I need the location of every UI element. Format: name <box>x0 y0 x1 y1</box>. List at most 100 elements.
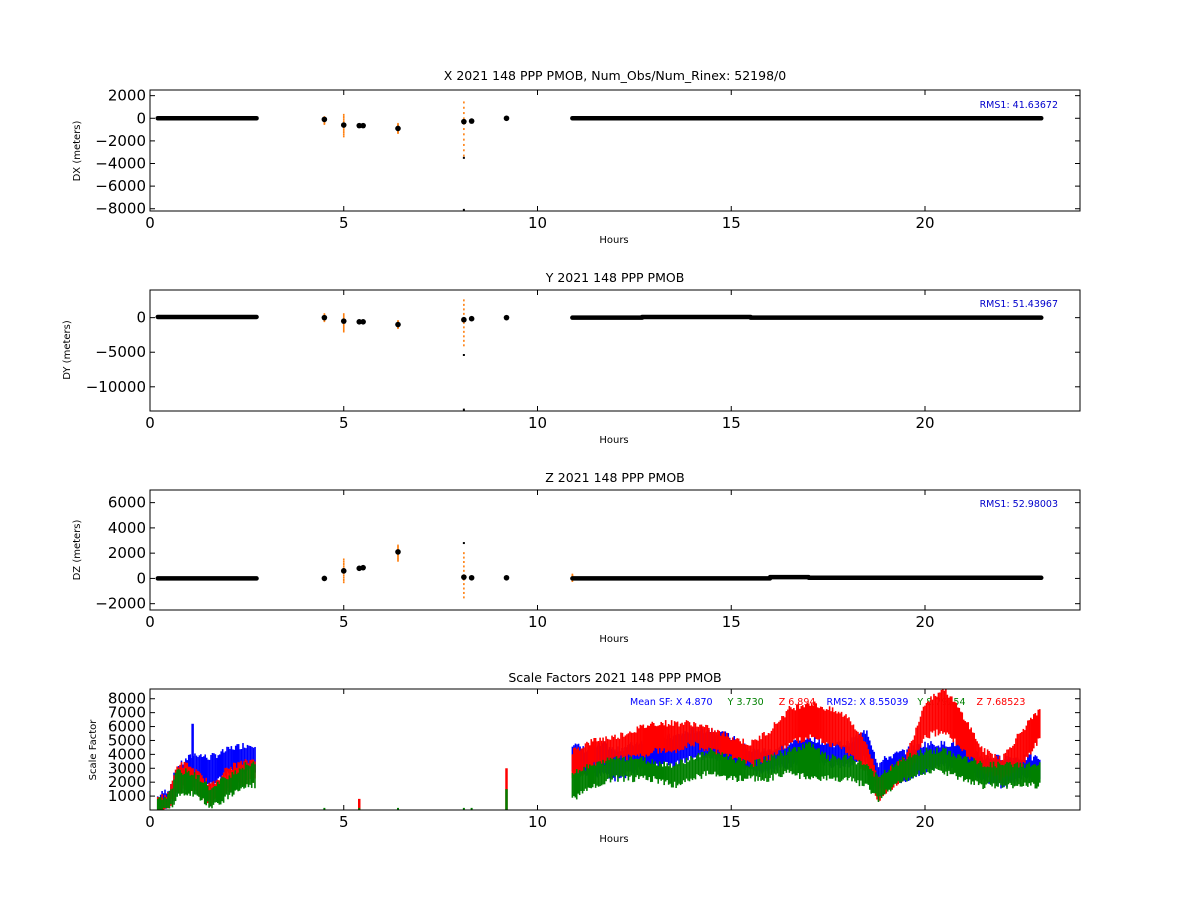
sf-mean-x: Mean SF: X 4.870 <box>630 697 713 708</box>
panel-dz-rms: RMS1: 52.98003 <box>980 499 1058 510</box>
orange-point <box>342 135 345 138</box>
panel-sf-xlabel: Hours <box>599 834 628 845</box>
x-tick-label: 10 <box>528 414 547 432</box>
orange-point <box>342 563 345 566</box>
x-tick-label: 20 <box>915 214 934 232</box>
outlier-point <box>462 408 465 411</box>
x-tick-label: 20 <box>915 613 934 631</box>
orange-point <box>397 546 399 549</box>
panel-0-frame <box>149 89 1081 212</box>
x-tick-label: 0 <box>145 813 155 831</box>
data-point <box>340 568 347 574</box>
sf-low-point <box>323 807 326 810</box>
y-tick-label: 1000 <box>108 787 146 805</box>
x-tick-label: 20 <box>915 414 934 432</box>
orange-point <box>397 556 399 559</box>
data-point <box>468 315 475 322</box>
y-tick-label: 4000 <box>108 519 146 537</box>
sf-low-point <box>397 807 399 810</box>
orange-point <box>397 559 399 562</box>
orange-point <box>463 308 465 311</box>
y-tick-label: 0 <box>136 569 146 587</box>
data-point <box>356 319 363 325</box>
panel-dy-xlabel: Hours <box>599 435 628 446</box>
panel-dx-ylabel: DX (meters) <box>72 120 83 181</box>
data-point <box>360 564 366 571</box>
panel-dy: Y 2021 148 PPP PMOB DY (meters) Hours RM… <box>62 270 1058 446</box>
orange-point <box>342 323 345 326</box>
panel-1-plot: 0 5 10 15 20 −10000 −5000 0 <box>86 289 1081 432</box>
x-tick-label: 10 <box>528 613 547 631</box>
panel-dy-rms: RMS1: 51.43967 <box>980 299 1058 310</box>
sf-low-point <box>470 807 473 810</box>
data-point <box>321 116 328 123</box>
orange-point <box>463 138 465 141</box>
orange-point <box>463 596 465 599</box>
orange-point <box>463 583 465 586</box>
data-point <box>321 575 328 582</box>
data-point <box>468 574 475 581</box>
orange-point <box>342 313 345 316</box>
orange-point <box>342 327 345 330</box>
orange-point <box>463 112 465 115</box>
orange-point <box>342 120 345 123</box>
orange-point <box>342 558 345 561</box>
orange-point <box>463 133 465 136</box>
orange-point <box>342 113 345 116</box>
outlier-point <box>462 156 465 159</box>
data-point <box>395 549 401 555</box>
data-point <box>461 316 467 323</box>
y-tick-label: 7000 <box>108 704 146 722</box>
orange-point <box>342 565 345 568</box>
panel-2-frame <box>149 489 1081 611</box>
data-point <box>360 122 366 129</box>
y-tick-label: 6000 <box>108 494 146 512</box>
sf-mean-z: Z 6.894 <box>779 697 816 708</box>
orange-point <box>463 552 465 555</box>
orange-point <box>342 325 345 328</box>
orange-point <box>571 573 574 576</box>
x-tick-label: 0 <box>145 613 155 631</box>
panel-dx-xlabel: Hours <box>599 235 628 246</box>
orange-point <box>463 591 465 594</box>
panel-1-marks <box>155 299 1044 411</box>
orange-point <box>463 128 465 131</box>
data-point <box>340 318 347 324</box>
x-tick-label: 15 <box>722 414 741 432</box>
data-point <box>340 122 347 128</box>
data-point <box>503 314 510 321</box>
y-tick-label: 3000 <box>108 759 146 777</box>
orange-point <box>397 547 399 550</box>
x-tick-label: 5 <box>339 813 349 831</box>
orange-point <box>342 328 345 331</box>
orange-point <box>397 544 399 547</box>
panel-1-frame <box>149 289 1081 412</box>
orange-point <box>342 131 345 134</box>
orange-point <box>463 339 465 342</box>
panel-dz-ylabel: DZ (meters) <box>72 519 83 580</box>
x-tick-label: 0 <box>145 214 155 232</box>
sf-mean-y: Y 3.730 <box>727 697 764 708</box>
x-tick-label: 0 <box>145 414 155 432</box>
panel-sf-ylabel: Scale Factor <box>88 719 99 781</box>
y-tick-label: −4000 <box>95 155 146 173</box>
x-tick-label: 10 <box>528 813 547 831</box>
data-point <box>461 574 467 580</box>
x-tick-label: 15 <box>722 214 741 232</box>
orange-point <box>397 122 399 125</box>
panel-dz-title: Z 2021 148 PPP PMOB <box>545 470 684 485</box>
x-tick-label: 5 <box>339 214 349 232</box>
orange-point <box>342 576 345 579</box>
sf-rms2-x: RMS2: X 8.55039 <box>826 697 908 708</box>
panel-0-plot: 0 5 10 15 20 −8000 −6000 −4000 −2000 0 2000 <box>95 87 1081 232</box>
y-tick-label: 6000 <box>108 718 146 736</box>
y-tick-label: 2000 <box>108 544 146 562</box>
orange-point <box>397 320 399 323</box>
orange-point <box>323 313 326 316</box>
sf-rms2-z: Z 7.68523 <box>977 697 1026 708</box>
panel-3-frame <box>149 688 1081 811</box>
orange-point <box>342 316 345 319</box>
orange-point <box>463 106 465 109</box>
